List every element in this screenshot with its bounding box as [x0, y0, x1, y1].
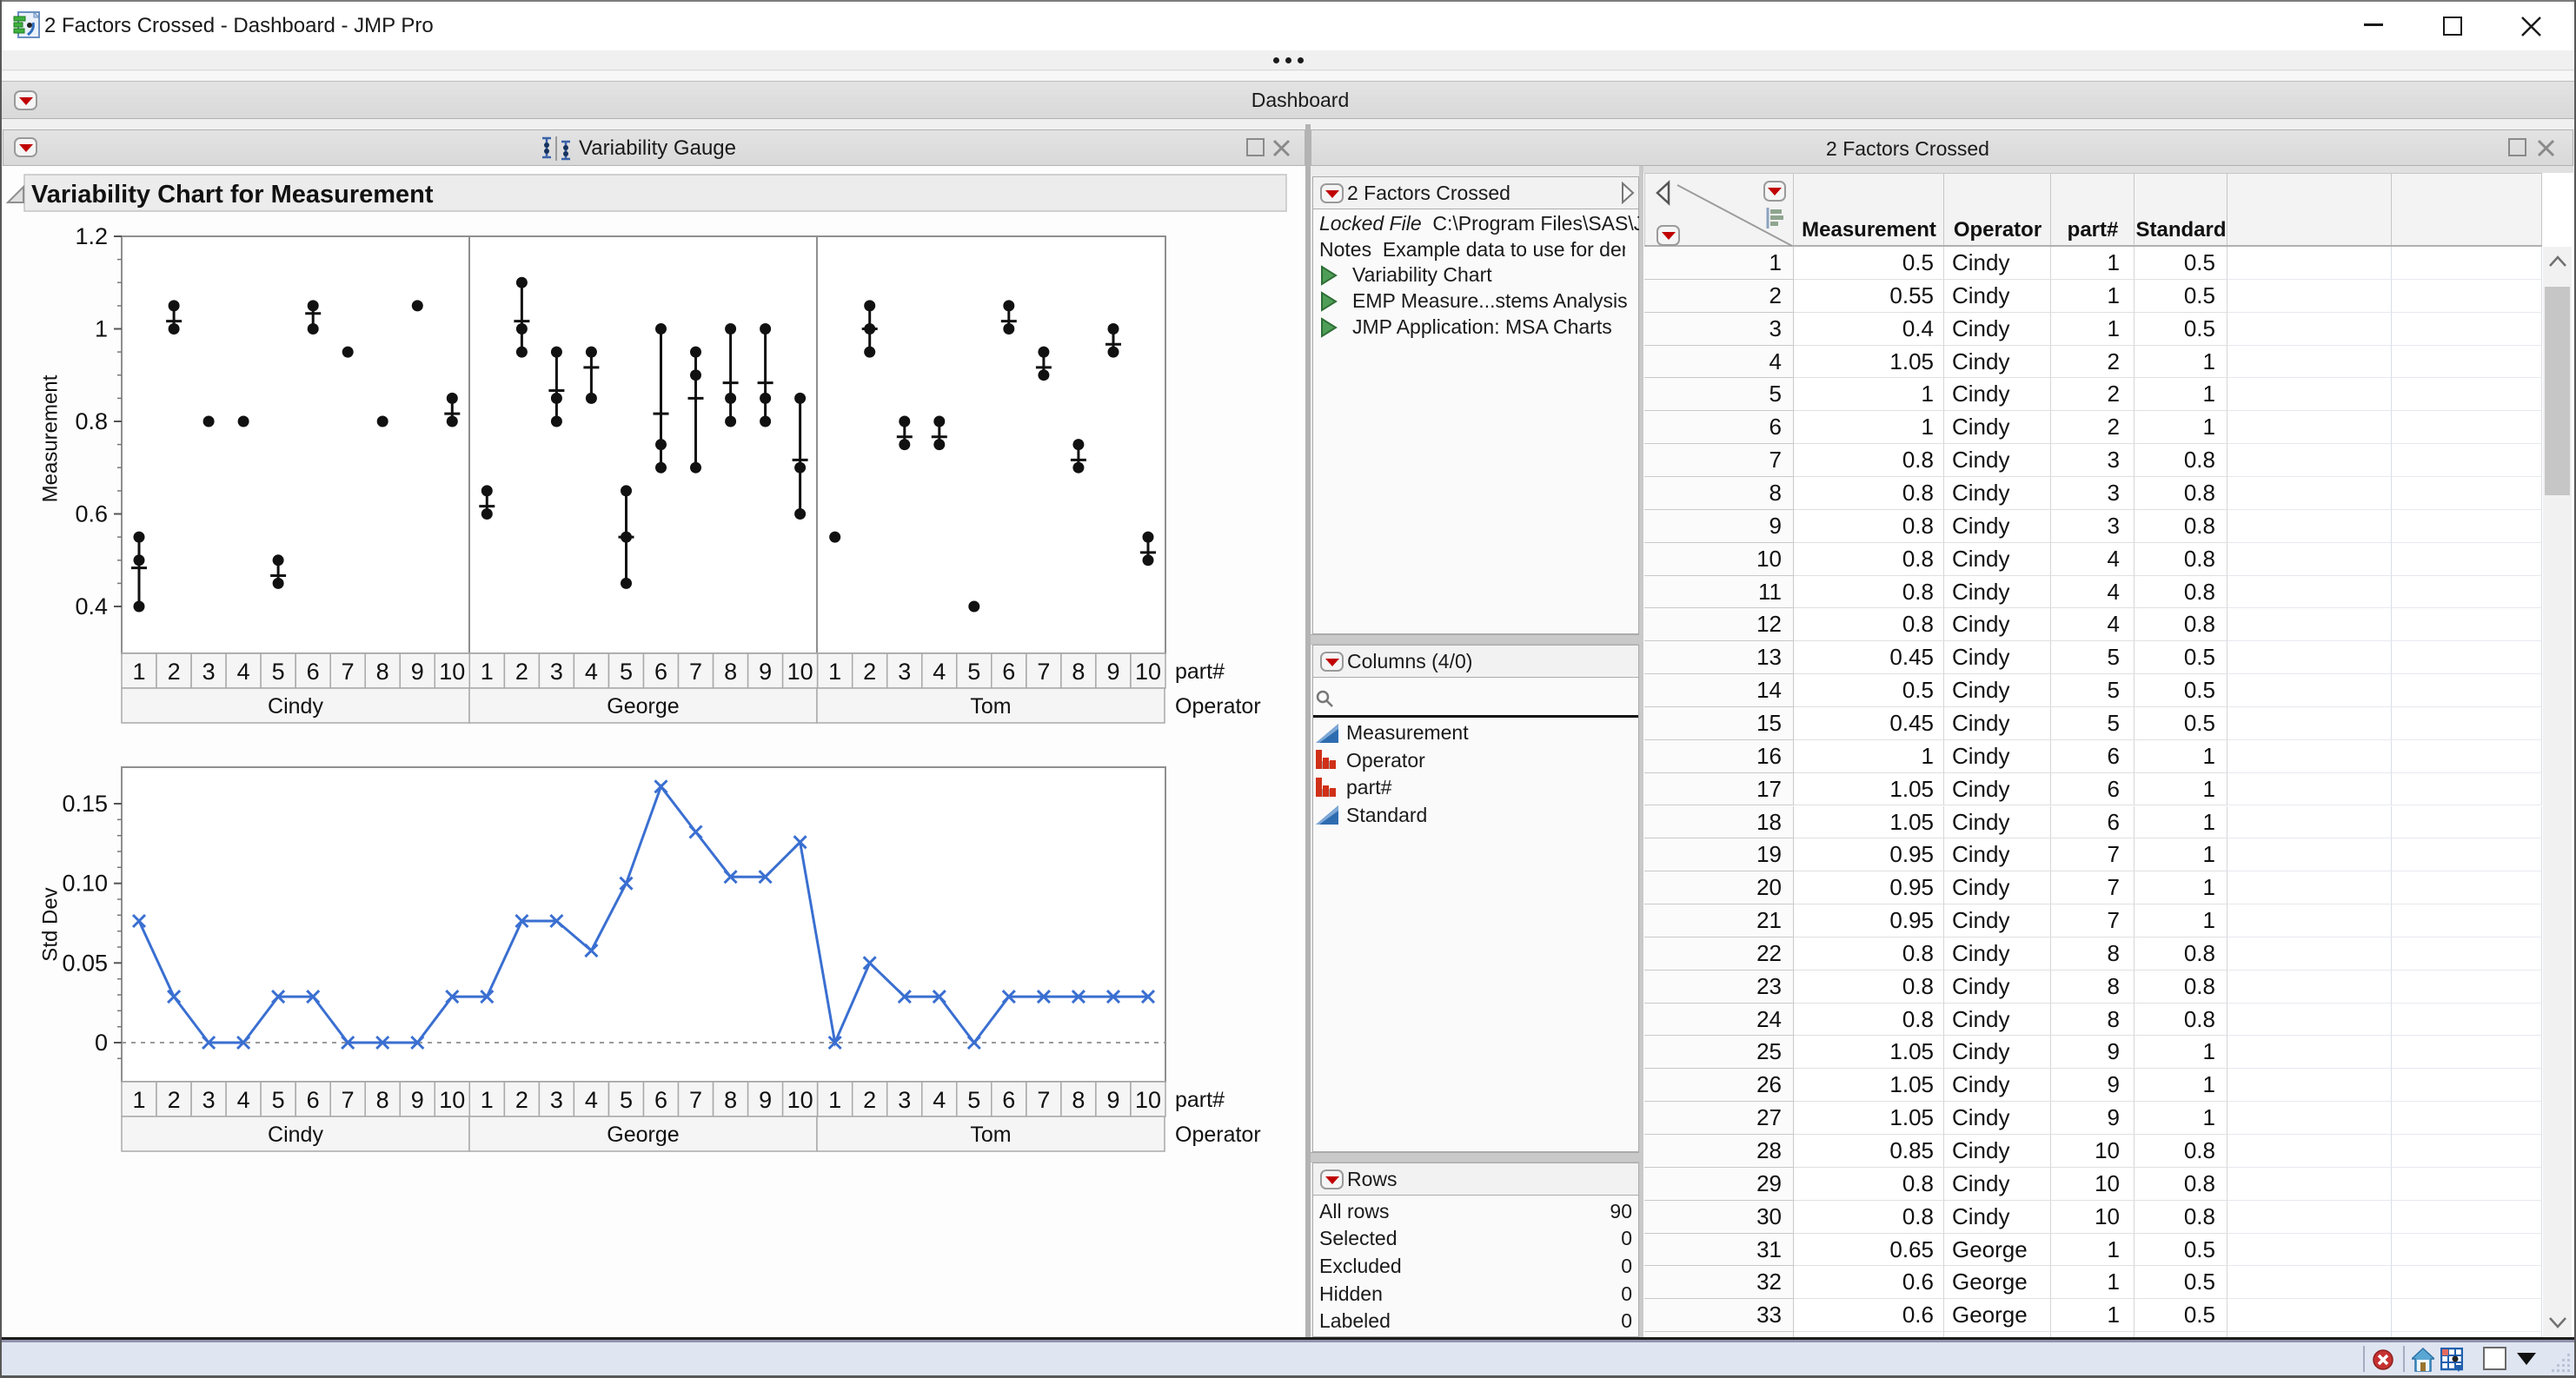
svg-text:4: 4	[237, 659, 250, 685]
svg-text:Tom: Tom	[970, 694, 1011, 719]
svg-text:4: 4	[933, 1087, 946, 1113]
svg-text:Operator: Operator	[1175, 694, 1261, 719]
svg-text:Cindy: Cindy	[268, 1123, 323, 1147]
svg-text:3: 3	[898, 1087, 911, 1113]
svg-text:9: 9	[1106, 1087, 1119, 1113]
svg-text:8: 8	[1072, 1087, 1085, 1113]
svg-text:6: 6	[1002, 659, 1015, 685]
svg-text:part#: part#	[1175, 659, 1225, 684]
svg-text:3: 3	[202, 1087, 216, 1113]
svg-text:5: 5	[620, 659, 633, 685]
svg-text:3: 3	[202, 659, 216, 685]
svg-text:1: 1	[481, 1087, 494, 1113]
svg-text:7: 7	[1037, 659, 1050, 685]
svg-text:3: 3	[898, 659, 911, 685]
svg-text:6: 6	[1002, 1087, 1015, 1113]
svg-text:8: 8	[1072, 659, 1085, 685]
svg-text:0.10: 0.10	[62, 871, 108, 897]
svg-text:2: 2	[515, 1087, 528, 1113]
svg-text:Tom: Tom	[970, 1123, 1011, 1147]
svg-text:6: 6	[654, 1087, 667, 1113]
svg-text:3: 3	[550, 659, 563, 685]
svg-text:1: 1	[132, 659, 145, 685]
svg-text:9: 9	[759, 1087, 772, 1113]
svg-text:Measurement: Measurement	[39, 374, 63, 502]
svg-text:7: 7	[1037, 1087, 1050, 1113]
svg-text:4: 4	[585, 659, 598, 685]
svg-text:5: 5	[272, 659, 285, 685]
svg-text:2: 2	[168, 1087, 181, 1113]
svg-text:2: 2	[863, 659, 876, 685]
svg-text:5: 5	[967, 659, 980, 685]
svg-text:7: 7	[342, 659, 355, 685]
svg-text:George: George	[607, 694, 679, 719]
svg-text:10: 10	[1135, 659, 1161, 685]
svg-text:10: 10	[787, 1087, 813, 1113]
svg-text:1.2: 1.2	[75, 223, 108, 249]
svg-text:7: 7	[342, 1087, 355, 1113]
svg-text:2: 2	[863, 1087, 876, 1113]
svg-text:8: 8	[376, 1087, 389, 1113]
svg-text:9: 9	[1106, 659, 1119, 685]
svg-text:8: 8	[724, 1087, 737, 1113]
svg-text:9: 9	[411, 659, 424, 685]
svg-text:2: 2	[168, 659, 181, 685]
svg-text:Operator: Operator	[1175, 1123, 1261, 1147]
svg-text:5: 5	[967, 1087, 980, 1113]
svg-text:10: 10	[787, 659, 813, 685]
svg-text:8: 8	[724, 659, 737, 685]
svg-text:1: 1	[828, 659, 841, 685]
svg-text:5: 5	[272, 1087, 285, 1113]
svg-text:9: 9	[759, 659, 772, 685]
svg-text:1: 1	[828, 1087, 841, 1113]
svg-text:7: 7	[689, 1087, 702, 1113]
svg-text:1: 1	[481, 659, 494, 685]
svg-text:2: 2	[515, 659, 528, 685]
svg-text:6: 6	[654, 659, 667, 685]
svg-text:4: 4	[933, 659, 946, 685]
svg-text:0.4: 0.4	[75, 593, 108, 619]
svg-text:0.6: 0.6	[75, 501, 108, 527]
svg-text:0.8: 0.8	[75, 408, 108, 434]
svg-text:part#: part#	[1175, 1088, 1225, 1112]
svg-text:7: 7	[689, 659, 702, 685]
svg-text:10: 10	[1135, 1087, 1161, 1113]
svg-text:4: 4	[237, 1087, 250, 1113]
svg-text:6: 6	[307, 1087, 320, 1113]
svg-text:Variability Chart for Measurem: Variability Chart for Measurement	[31, 181, 434, 209]
svg-text:1: 1	[132, 1087, 145, 1113]
svg-text:George: George	[607, 1123, 679, 1147]
svg-text:3: 3	[550, 1087, 563, 1113]
svg-text:10: 10	[439, 659, 465, 685]
svg-text:0: 0	[95, 1030, 108, 1056]
svg-text:Cindy: Cindy	[268, 694, 323, 719]
svg-text:Std Dev: Std Dev	[39, 887, 63, 961]
svg-text:10: 10	[439, 1087, 465, 1113]
svg-text:1: 1	[95, 316, 108, 342]
svg-text:9: 9	[411, 1087, 424, 1113]
svg-text:0.15: 0.15	[62, 791, 108, 817]
svg-text:0.05: 0.05	[62, 950, 108, 976]
svg-text:5: 5	[620, 1087, 633, 1113]
svg-text:4: 4	[585, 1087, 598, 1113]
svg-text:6: 6	[307, 659, 320, 685]
svg-text:8: 8	[376, 659, 389, 685]
